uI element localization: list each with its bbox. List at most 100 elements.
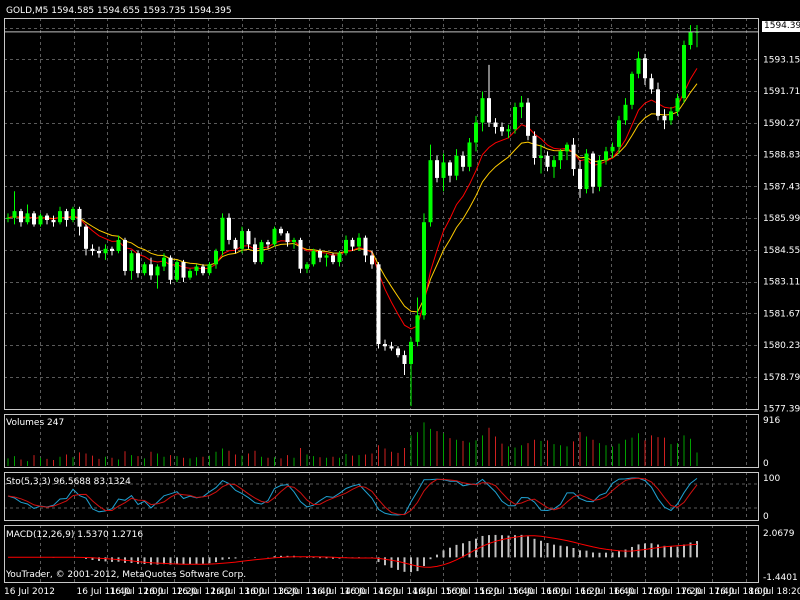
candle-body [565,144,569,152]
candle-body [558,151,563,161]
candle-body [311,251,316,265]
candle-body [84,226,88,249]
candle-body [441,162,446,178]
candle-body [610,146,615,152]
candle-body [227,217,231,240]
candle-body [396,348,400,356]
ma-fast-line [7,68,698,330]
candle-body [649,78,654,90]
time-tick-label: 16 Jul 2012 [4,587,55,597]
volume-bars [7,422,698,466]
candle-body [253,244,257,263]
candle-body [571,144,576,170]
candle-body [526,102,530,136]
candle-body [545,155,550,167]
time-tick-label: 16 Jul 14:00 [312,587,366,597]
candle-body [136,253,140,274]
candle-body [480,98,485,123]
price-tick-label: 1591.710 [763,87,800,97]
symbol-header: GOLD,M5 1594.585 1594.655 1593.735 1594.… [6,6,232,16]
pane-frame [4,472,759,521]
candle-body [97,251,101,254]
candle-body [181,262,186,278]
pane-frame [4,18,759,410]
candle-body [662,115,667,121]
candle-body [656,89,660,116]
candle-body [357,237,361,247]
moving-averages [7,68,698,330]
pane-frame [4,525,759,583]
time-tick-label: 16 Jul 15:20 [446,587,500,597]
candle-body [474,122,478,143]
time-tick-label: 16 Jul 12:20 [144,587,198,597]
candle-body [448,162,452,176]
candle-body [25,213,30,223]
candle-body [344,239,348,254]
candle-body [376,264,381,345]
candle-body [363,237,368,256]
current-price-label: 1594.395 [762,21,800,32]
stochastic-main-line [7,477,698,516]
candle-body [64,211,69,220]
time-tick-label: 16 Jul 12:40 [177,587,231,597]
price-tick-label: 1583.110 [763,278,800,288]
candle-body [201,266,205,274]
time-tick-label: 16 Jul 16:40 [581,587,635,597]
time-tick-label: 16 Jul 18:00 [715,587,769,597]
candle-body [77,208,82,227]
candle-body [194,266,199,271]
candle-body [578,169,582,189]
stochastic-lines [7,477,698,516]
candle-body [103,248,108,254]
candle-body [129,253,134,271]
candle-body [461,155,465,167]
candle-body [487,98,491,123]
candle-body [617,120,621,147]
axis-labels: 1593.150 1591.710 1590.270 1588.830 1587.430… [4,55,800,597]
time-tick-label: 16 Jul 17:00 [614,587,668,597]
candle-body [116,239,121,252]
candle-body [370,255,374,265]
time-tick-label: 16 Jul 17:20 [648,587,702,597]
price-tick-label: 1590.270 [763,119,800,129]
macd-pane-title: MACD(12,26,9) 1.5370 1.2716 [6,530,144,540]
time-tick-label: 16 Jul 13:20 [245,587,299,597]
candle-body [259,242,264,263]
time-tick-label: 16 Jul 15:40 [480,587,534,597]
time-tick-label: 16 Jul 12:00 [110,587,164,597]
price-tick-label: 1587.430 [763,182,800,192]
candle-body [331,255,335,263]
candle-body [32,213,36,225]
price-tick-label: 1593.150 [763,55,800,65]
sto-tick-label: 0 [763,512,769,522]
candle-body [324,255,329,258]
candle-body [233,239,238,249]
candle-body [220,217,225,252]
candle-body [682,44,686,99]
candle-body [539,155,543,158]
candle-body [214,251,218,265]
candle-body [506,129,511,132]
candle-body [591,153,595,187]
candle-body [58,211,62,223]
candle-body [500,126,504,132]
candle-body [350,239,355,247]
candle-body [675,98,680,112]
candlesticks [6,25,699,407]
pane-frame [4,414,759,468]
candle-body [298,239,303,269]
price-tick-label: 1584.550 [763,246,800,256]
candle-body [240,231,244,249]
macd-tick-label: 2.0679 [763,529,795,539]
candle-body [630,73,634,105]
macd-histogram [7,534,698,573]
candle-body [532,135,537,158]
sto-tick-label: 100 [763,474,780,484]
time-tick-label: 16 Jul 13:00 [211,587,265,597]
candle-body [389,346,394,349]
candle-body [149,264,153,276]
candle-body [383,344,387,347]
candle-body [71,208,75,220]
footer-copyright: YouTrader, © 2001-2012, MetaQuotes Softw… [6,570,247,580]
